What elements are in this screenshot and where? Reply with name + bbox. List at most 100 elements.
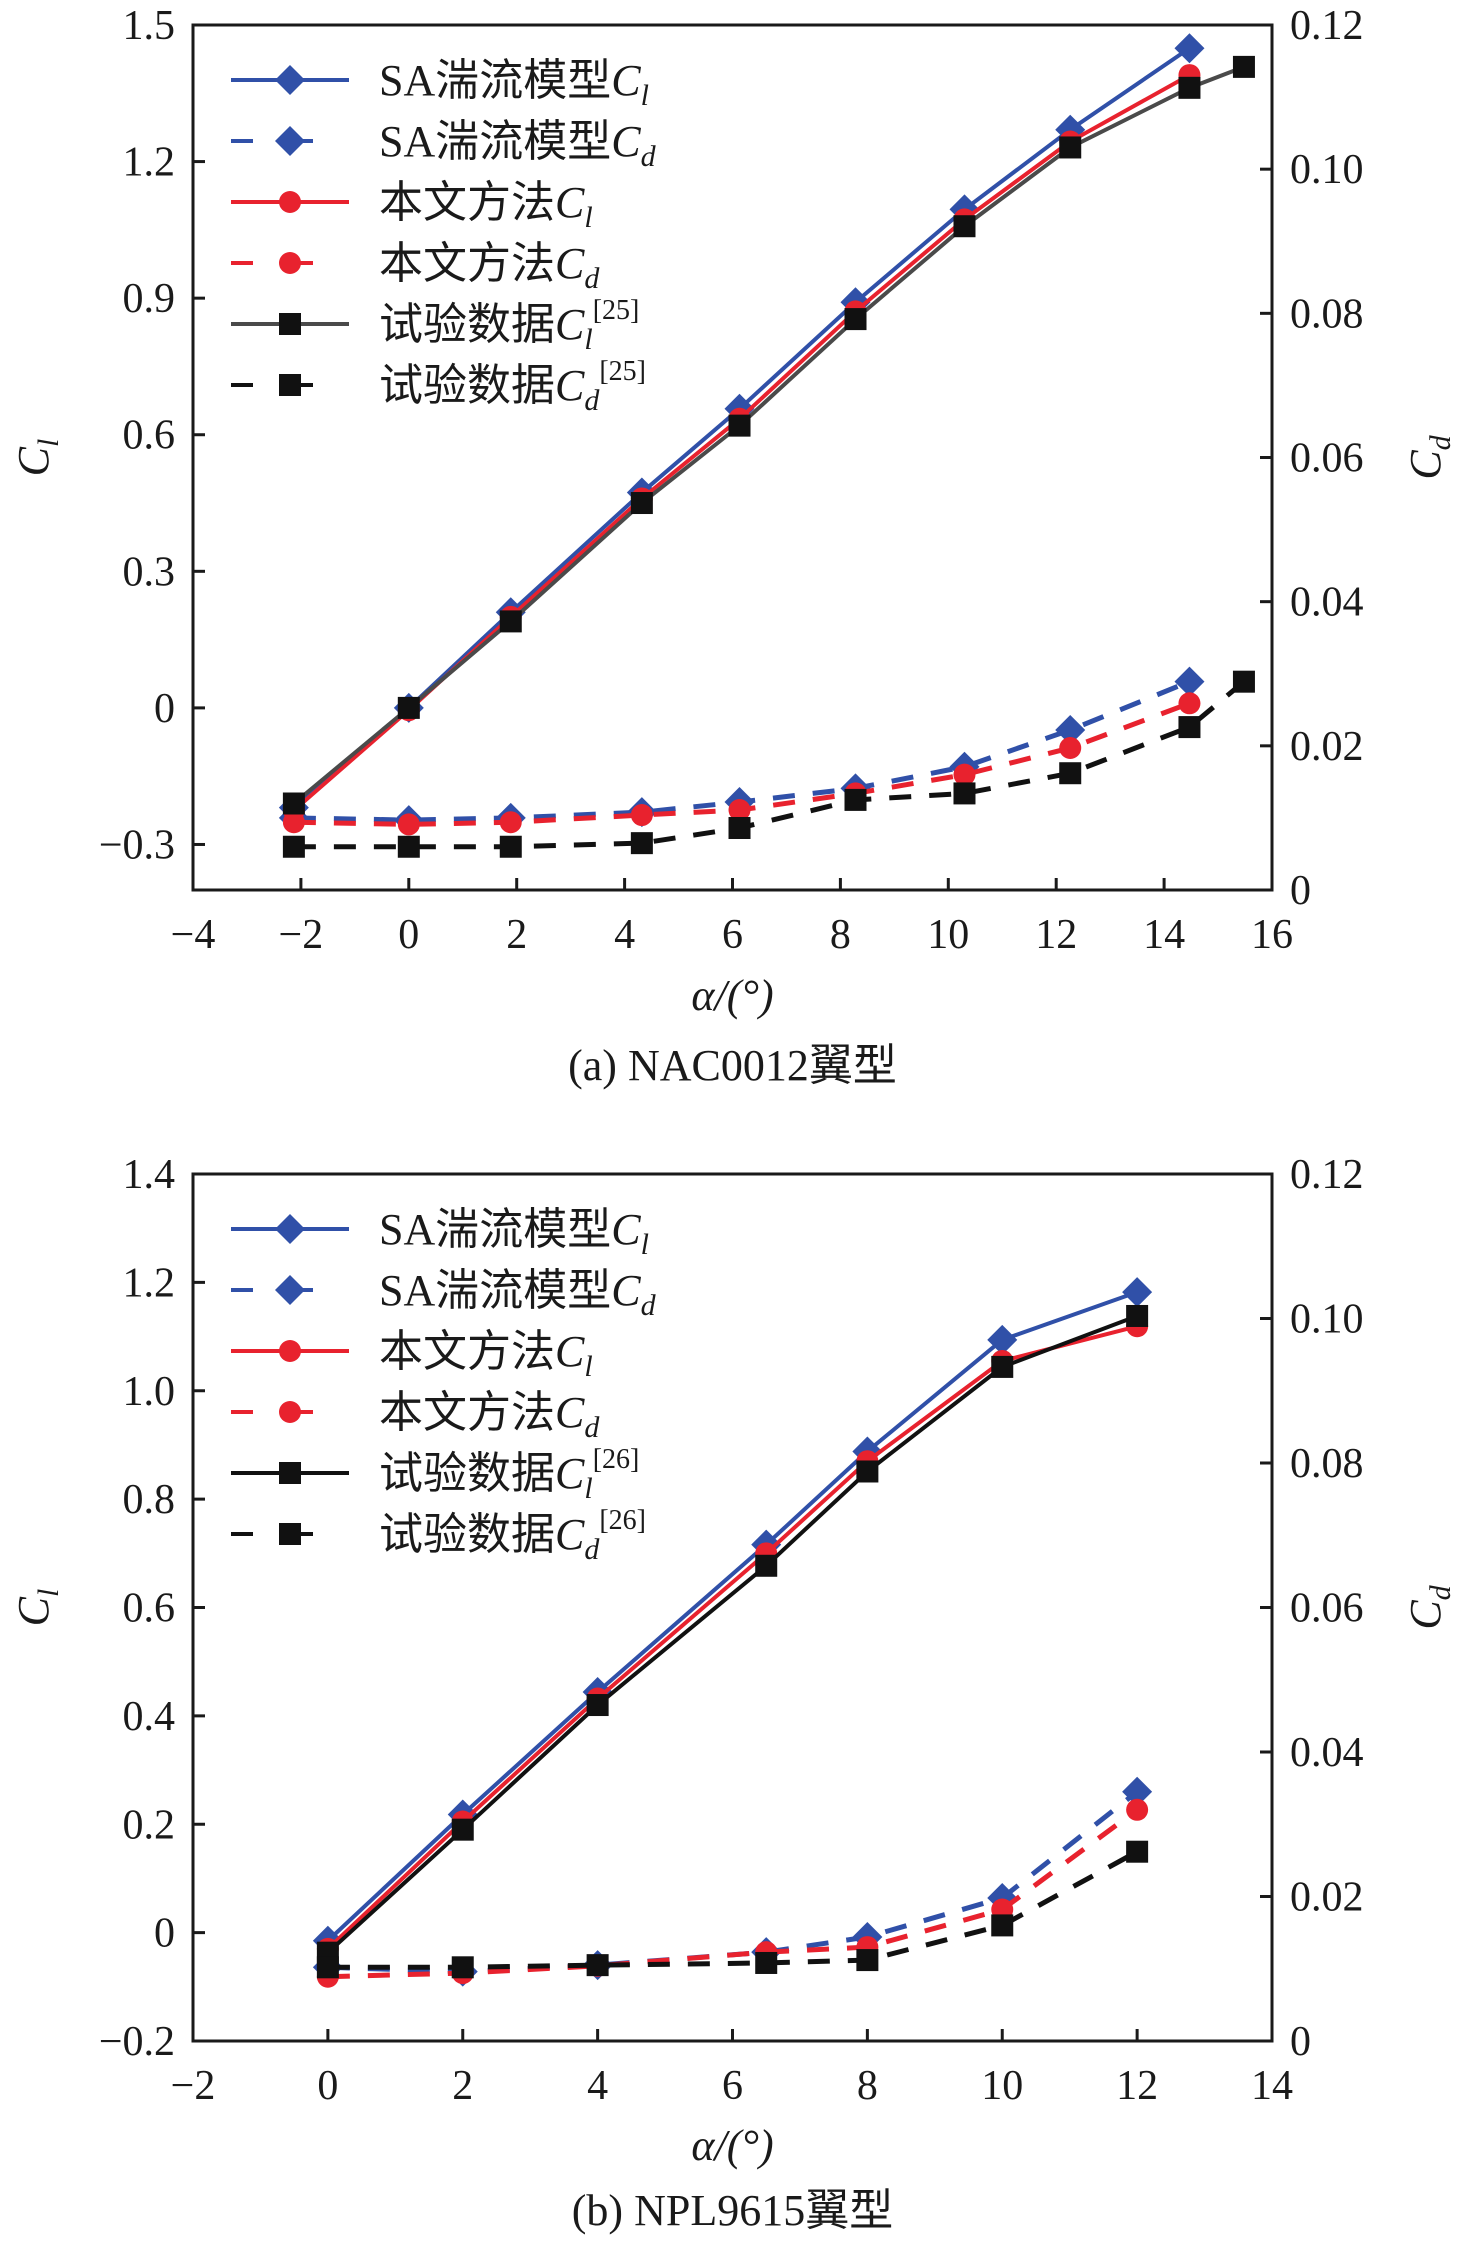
y-right-tick-label: 0.02 bbox=[1290, 1875, 1364, 1921]
x-tick-label: 2 bbox=[506, 912, 527, 958]
y-right-tick-label: 0.02 bbox=[1290, 724, 1364, 770]
y-left-tick-label: 1.0 bbox=[123, 1369, 176, 1415]
legend-item: 试验数据Cd[26] bbox=[231, 1505, 646, 1566]
plot-frame bbox=[191, 23, 1274, 892]
data-point bbox=[499, 610, 522, 633]
data-point bbox=[282, 792, 305, 815]
y-right-axis-title: Cd bbox=[1401, 434, 1457, 479]
data-point bbox=[630, 832, 653, 855]
data-point bbox=[1122, 1277, 1153, 1308]
data-point bbox=[953, 782, 976, 805]
y-right-tick-label: 0.10 bbox=[1290, 1297, 1364, 1343]
legend-marker bbox=[279, 252, 301, 274]
chart-a: −4 −2 0 2 4 6 8 10 12 14 16 −0.3 0 0.3 0.6 0.9 1.2 1.5 0 0.… bbox=[9, 3, 1457, 1090]
data-point bbox=[1178, 76, 1201, 99]
legend-marker bbox=[279, 1462, 301, 1484]
data-point bbox=[316, 1956, 339, 1979]
legend-marker bbox=[275, 65, 305, 95]
legend-item: 试验数据Cl[26] bbox=[231, 1444, 639, 1505]
series-5 bbox=[282, 670, 1255, 858]
plot-frame bbox=[191, 1172, 1274, 2043]
legend-marker bbox=[279, 374, 301, 396]
data-point bbox=[755, 1554, 778, 1577]
data-point bbox=[844, 308, 867, 331]
y-left-axis-title: Cl bbox=[9, 439, 65, 477]
y-right-tick-label: 0.04 bbox=[1290, 1730, 1364, 1776]
y-left-tick-label: −0.2 bbox=[99, 2019, 175, 2065]
y-right-tick-label: 0.10 bbox=[1290, 147, 1364, 193]
series-5 bbox=[316, 1840, 1149, 1979]
x-tick-label: 4 bbox=[587, 2063, 608, 2109]
y-left-tick-label: 0.6 bbox=[123, 413, 176, 459]
data-point bbox=[1232, 670, 1255, 693]
y-left-tick-label: 0.9 bbox=[123, 276, 176, 322]
data-point bbox=[451, 1956, 474, 1979]
x-tick-label: 2 bbox=[452, 2063, 473, 2109]
x-tick-label: 12 bbox=[1116, 2063, 1158, 2109]
legend-label: 本文方法Cl bbox=[379, 1327, 593, 1383]
x-tick-label: 14 bbox=[1143, 912, 1185, 958]
legend-label: SA湍流模型Cl bbox=[379, 1205, 649, 1261]
data-point bbox=[1059, 736, 1082, 759]
series-line bbox=[327, 1849, 1139, 1970]
data-point bbox=[987, 1324, 1018, 1355]
legend-item: SA湍流模型Cl bbox=[231, 56, 649, 112]
y-left-tick-label: 0.3 bbox=[123, 549, 176, 595]
data-point bbox=[1055, 714, 1086, 745]
data-point bbox=[499, 835, 522, 858]
legend-item: 试验数据Cl[25] bbox=[231, 295, 639, 356]
y-left-tick-label: 0.6 bbox=[123, 1586, 176, 1632]
y-left-axis-title: Cl bbox=[9, 1589, 65, 1627]
legend-item: 本文方法Cl bbox=[231, 1327, 593, 1383]
data-point bbox=[630, 804, 653, 827]
data-point bbox=[282, 811, 305, 834]
legend-marker bbox=[279, 313, 301, 335]
series-4 bbox=[282, 55, 1255, 815]
data-point bbox=[728, 414, 751, 437]
legend-marker bbox=[275, 126, 305, 156]
x-axis-title: α/(°) bbox=[691, 2121, 773, 2170]
data-point bbox=[397, 696, 420, 719]
y-left-tick-label: 0 bbox=[154, 1911, 175, 1957]
legend-item: 本文方法Cl bbox=[231, 178, 593, 234]
x-tick-label: −2 bbox=[171, 2063, 216, 2109]
data-point bbox=[397, 813, 420, 836]
x-tick-label: 0 bbox=[317, 2063, 338, 2109]
chart-caption: (a) NAC0012翼型 bbox=[568, 1041, 897, 1090]
data-point bbox=[1232, 55, 1255, 78]
data-point bbox=[586, 1694, 609, 1717]
legend-marker bbox=[275, 1275, 305, 1305]
legend-label: 试验数据Cd[25] bbox=[379, 356, 646, 417]
y-left-tick-label: 0.8 bbox=[123, 1477, 176, 1523]
data-point bbox=[1126, 1304, 1149, 1327]
x-axis-title: α/(°) bbox=[691, 971, 773, 1020]
data-point bbox=[728, 798, 751, 821]
y-left-tick-label: 1.5 bbox=[123, 3, 176, 49]
y-right-tick-label: 0.06 bbox=[1290, 436, 1364, 482]
legend-marker bbox=[275, 1214, 305, 1244]
x-tick-label: −4 bbox=[171, 912, 216, 958]
x-tick-label: 4 bbox=[614, 912, 635, 958]
legend-label: 本文方法Cl bbox=[379, 178, 593, 234]
data-point bbox=[397, 835, 420, 858]
data-point bbox=[499, 811, 522, 834]
chart-b: −2 0 2 4 6 8 10 12 14 −0.2 0 0.2 0.4 0.6 0.8 1.0 1.2 1.4 0… bbox=[9, 1152, 1457, 2235]
y-left-tick-label: 1.4 bbox=[123, 1152, 176, 1198]
x-tick-label: 6 bbox=[722, 912, 743, 958]
legend-item: 本文方法Cd bbox=[231, 1388, 600, 1444]
legend-label: 试验数据Cl[25] bbox=[379, 295, 639, 356]
legend-item: 试验数据Cd[25] bbox=[231, 356, 646, 417]
series-line bbox=[292, 65, 1245, 806]
series-line bbox=[293, 679, 1246, 850]
legend-item: SA湍流模型Cl bbox=[231, 1205, 649, 1261]
y-right-tick-label: 0 bbox=[1290, 868, 1311, 914]
y-right-tick-label: 0 bbox=[1290, 2019, 1311, 2065]
legend-marker bbox=[279, 191, 301, 213]
x-tick-label: 16 bbox=[1251, 912, 1293, 958]
data-point bbox=[991, 1914, 1014, 1937]
data-point bbox=[856, 1949, 879, 1972]
legend-label: 本文方法Cd bbox=[379, 239, 600, 295]
legend-item: 本文方法Cd bbox=[231, 239, 600, 295]
legend-label: 试验数据Cl[26] bbox=[379, 1444, 639, 1505]
